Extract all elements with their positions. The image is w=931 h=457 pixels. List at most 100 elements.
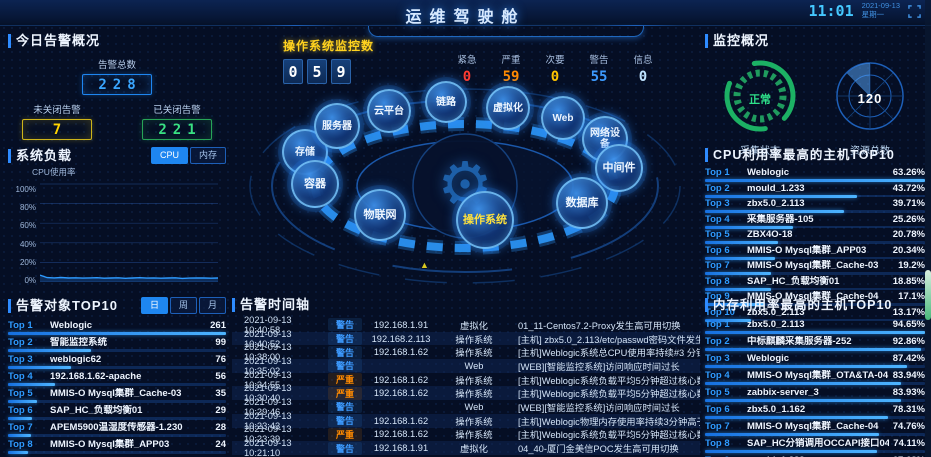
alarm-count: 76 <box>215 354 226 365</box>
cpu-usage: 18.85% <box>892 275 925 287</box>
bar-track <box>8 366 226 369</box>
alarm-time: 2021-09-13 10:29:46 <box>244 396 292 417</box>
severity-value: 0 <box>462 69 472 85</box>
alarm-message: [主机]Weblogic物理内存使用率持续3分钟高于90% <box>518 416 700 427</box>
bar-track <box>705 241 925 244</box>
rank-label: Top 1 <box>8 320 33 331</box>
category-node[interactable]: 链路 <box>425 81 467 123</box>
timeline-row: 2021-09-13 10:38:00 警告 192.168.1.62 操作系统… <box>232 342 700 363</box>
panel-mem-top10: 内存利用率最高的主机TOP10 Top 1 zbx5.0_2.113 94.65… <box>705 297 925 457</box>
host-name: MMIS-O Mysql集群_Cache-03 <box>747 260 879 271</box>
bar-fill <box>705 318 752 322</box>
bar-track <box>705 225 925 229</box>
alarm-count: 99 <box>215 337 226 348</box>
cpu-load-chart: 100% 80% 60% 40% 20% 0% <box>8 182 226 285</box>
alarm-count: 56 <box>215 371 226 382</box>
category-node[interactable]: 服务器 <box>314 103 360 149</box>
period-tab[interactable]: 日 <box>140 297 168 314</box>
bar-fill <box>705 399 901 402</box>
cpu-usage: 43.72% <box>892 182 925 194</box>
ring-decoration-svg <box>249 88 681 284</box>
resource-total-value: 120 <box>857 91 883 106</box>
severity-label: 次要 <box>545 55 565 66</box>
alarm-ip: 192.168.1.62 <box>373 347 429 358</box>
category-node[interactable]: 物联网 <box>354 189 406 241</box>
panel-alarm-top10: 告警对象TOP10 日 周 月 Top 1 Weblogic 261 <box>8 297 226 457</box>
top10-row: Top 4 采集服务器-105 25.26% <box>705 214 925 229</box>
rank-label: Top 7 <box>8 422 33 433</box>
panel-title: 告警时间轴 <box>232 297 700 313</box>
period-tabs: 日 周 月 <box>140 297 226 314</box>
category-node[interactable]: 虚拟化 <box>486 86 530 130</box>
alarm-ip: 192.168.1.91 <box>373 319 429 330</box>
rank-label: Top 10 <box>705 306 735 318</box>
load-tab[interactable]: CPU <box>150 147 188 164</box>
top10-row: Top 3 Weblogic 87.42% <box>705 353 925 368</box>
category-node[interactable]: 容器 <box>291 160 339 208</box>
y-axis-ticks: 100% 80% 60% 40% 20% 0% <box>8 182 40 285</box>
alarm-ip: 192.168.2.113 <box>371 333 431 344</box>
object-name: SAP_HC_负载均衡01 <box>50 405 143 416</box>
header-decoration <box>591 25 681 26</box>
host-name: MMIS-O Mysql集群_Cache-04 <box>747 421 879 432</box>
severity-badge: 警告 <box>328 441 362 455</box>
alarm-type: 操作系统 <box>455 375 493 386</box>
severity-stat: 严重 59 <box>496 52 526 85</box>
category-node[interactable]: 云平台 <box>367 89 411 133</box>
fullscreen-icon[interactable] <box>908 4 921 18</box>
top10-row: Top 2 智能监控系统 99 <box>8 337 226 352</box>
host-name: MMIS-O Mysql集群_Cache-04 <box>747 291 879 302</box>
severity-stat: 信息 0 <box>628 52 658 85</box>
bar-fill <box>8 434 32 437</box>
timeline-row: 2021-09-13 10:35:02 警告 Web [WEB][智能监控系统]… <box>232 356 700 376</box>
period-tab[interactable]: 月 <box>198 297 226 314</box>
alarm-message: [主机]Weblogic系统负载平均5分钟超过核心数3倍核心数，系统负载过高 <box>518 389 700 400</box>
category-node[interactable]: 操作系统 <box>456 191 514 249</box>
os-monitor-label: 操作系统监控数 <box>283 39 375 53</box>
bar-fill <box>8 417 33 420</box>
clock: 11:01 <box>808 2 854 20</box>
category-node-label: 链路 <box>436 96 456 108</box>
alarm-count: 29 <box>215 405 226 416</box>
panel-title: 系统负载 <box>8 148 72 164</box>
page-scrollbar[interactable] <box>925 0 931 457</box>
load-tab[interactable]: 内存 <box>189 147 226 164</box>
alarm-message: [主机] zbx5.0_2.113/etc/passwd密码文件发生变更 <box>518 334 700 345</box>
bar-track <box>705 331 925 334</box>
host-name: ZBX4O-18 <box>747 229 793 240</box>
period-tab[interactable]: 周 <box>169 297 197 314</box>
rank-label: Top 8 <box>705 438 730 449</box>
bar-fill <box>705 416 888 419</box>
severity-stats: 紧急 0 严重 59 次要 0 警告 55 信息 0 <box>452 52 658 85</box>
rank-label: Top 6 <box>8 405 33 416</box>
alarm-time: 2021-09-13 10:23:43 <box>244 410 292 431</box>
severity-value: 59 <box>502 69 520 85</box>
bar-fill <box>705 348 921 351</box>
panel-today-alarms: 今日告警概况 告警总数 228 未关闭告警 7 已关闭告警 221 <box>8 33 226 140</box>
bar-track <box>705 348 925 351</box>
scrollbar-thumb[interactable] <box>925 270 931 320</box>
rank-label: Top 3 <box>8 354 33 365</box>
category-node[interactable]: 数据库 <box>556 177 608 229</box>
alarm-time: 2021-09-13 10:38:00 <box>244 342 292 363</box>
category-node[interactable]: 中间件 <box>595 144 643 192</box>
cpu-usage: 20.78% <box>892 229 925 240</box>
category-node[interactable]: Web <box>541 96 585 140</box>
alarm-ip: 192.168.1.91 <box>373 443 429 454</box>
severity-value: 55 <box>590 69 608 85</box>
bar-track <box>8 349 226 352</box>
mem-usage: 83.93% <box>892 387 925 398</box>
alarm-message: [WEB][智能监控系统]访问响应时间过长 <box>518 402 680 413</box>
rank-label: Top 4 <box>8 371 33 382</box>
host-name: mould_1.233 <box>747 182 805 194</box>
panel-cpu-top10: CPU利用率最高的主机TOP10 Top 1 Weblogic 63.26% T… <box>705 147 925 322</box>
bar-track <box>705 303 925 306</box>
digit-box: 0 <box>283 59 303 84</box>
rank-label: Top 8 <box>8 439 33 450</box>
y-tick: 20% <box>19 257 36 267</box>
mem-usage: 94.65% <box>892 319 925 330</box>
bar-fill <box>8 400 38 403</box>
bar-track <box>705 272 925 275</box>
